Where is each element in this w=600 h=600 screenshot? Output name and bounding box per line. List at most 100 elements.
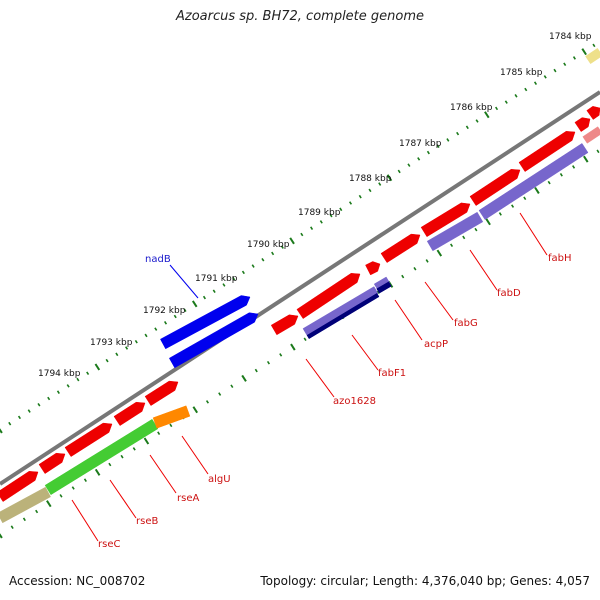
scale-tick: [572, 165, 576, 169]
scale-tick: [436, 144, 440, 149]
gene-fabf1-navy: [306, 292, 380, 340]
accession-text: Accession: NC_008702: [9, 574, 146, 588]
map-title: Azoarcus sp. BH72, complete genome: [175, 9, 425, 24]
scale-tick: [300, 232, 304, 237]
gene-nadb-b: [168, 312, 259, 369]
scale-tick: [157, 431, 161, 435]
scale-tick: [143, 437, 150, 445]
scale-tick: [534, 186, 540, 194]
leader-algu: [181, 435, 209, 475]
scale-tick: [94, 363, 101, 371]
scale-tick: [485, 218, 491, 226]
scale-tick: [134, 339, 138, 344]
scale-tick: [474, 227, 478, 232]
gene-label-fabd: fabD: [497, 288, 521, 299]
scale-tick: [144, 333, 148, 338]
leader-fabh: [519, 212, 548, 256]
scale-tick: [232, 276, 236, 281]
gene-red: [296, 273, 361, 319]
scale-tick: [329, 213, 333, 218]
scale-tick: [319, 220, 323, 224]
scale-tick: [425, 259, 429, 263]
scale-tick: [192, 406, 199, 414]
leader-fabd: [469, 249, 498, 291]
gene-label-algu: algU: [208, 474, 231, 485]
scale-tick: [401, 274, 405, 279]
scale-tick-label: 1790 kbp: [247, 240, 290, 250]
scale-tick: [125, 346, 129, 350]
scale-tick: [533, 81, 538, 85]
gene-acpp-navy: [376, 281, 392, 294]
scale-ticks: 1784 kbp 1785 kbp 1786 kbp 1787 kbp 1788 kbp…: [0, 32, 600, 539]
scale-tick: [280, 245, 284, 249]
gene-label-rseb: rseB: [136, 516, 158, 527]
gene-label-rsea: rseA: [177, 493, 199, 504]
scale-tick: [22, 517, 26, 522]
scale-tick-label: 1785 kbp: [500, 68, 543, 78]
scale-tick: [261, 257, 265, 262]
scale-tick: [163, 321, 168, 325]
scale-tick: [173, 314, 177, 319]
scale-tick: [132, 447, 136, 451]
scale-tick-label: 1789 kbp: [298, 208, 341, 218]
gene-features: [0, 47, 600, 524]
scale-tick: [289, 237, 295, 245]
genome-summary-text: Topology: circular; Length: 4,376,040 bp…: [260, 574, 590, 588]
gene-red: [586, 106, 600, 120]
scale-tick: [495, 106, 499, 111]
scale-tick: [266, 360, 271, 365]
scale-tick: [0, 533, 3, 539]
scale-tick: [511, 204, 515, 208]
gene-red: [469, 169, 521, 206]
scale-tick: [205, 400, 210, 404]
gene-rsec-olive: [0, 486, 51, 524]
gene-pink: [582, 126, 600, 144]
scale-tick: [222, 283, 226, 287]
scale-tick: [191, 300, 198, 308]
gene-label-nadb: nadB: [145, 254, 171, 265]
leader-nadb: [169, 264, 199, 299]
scale-tick: [436, 249, 443, 257]
scale-tick: [475, 119, 479, 123]
scale-tick: [462, 235, 466, 240]
scale-tick: [376, 290, 380, 295]
scale-tick: [290, 343, 296, 351]
scale-tick: [202, 295, 207, 300]
scale-tick-label: 1787 kbp: [399, 139, 442, 149]
leader-azo1628: [305, 358, 335, 398]
scale-tick: [547, 180, 551, 185]
scale-tick: [105, 358, 109, 363]
gene-label-acpp: acpP: [424, 339, 448, 350]
scale-tick: [446, 138, 450, 142]
gene-red: [113, 401, 146, 426]
scale-tick: [230, 384, 234, 388]
gene-red: [38, 452, 66, 474]
scale-tick: [47, 396, 51, 401]
scale-tick: [498, 212, 502, 216]
scale-tick: [212, 289, 216, 294]
scale-tick: [241, 374, 247, 382]
scale-tick-label: 1792 kbp: [143, 306, 186, 316]
scale-tick: [66, 384, 70, 388]
scale-tick: [378, 182, 382, 186]
gene-label-azo1628: azo1628: [333, 396, 376, 407]
scale-tick: [456, 131, 460, 136]
scale-tick-label: 1793 kbp: [90, 338, 133, 348]
scale-tick: [115, 352, 119, 357]
scale-tick: [76, 377, 80, 382]
scale-tick: [523, 196, 527, 201]
scale-tick: [426, 150, 430, 155]
leader-acpp: [394, 299, 423, 341]
gene-labels: nadB fabH fabD fabG acpP fabF1 azo1628 algU rseA…: [98, 253, 572, 550]
gene-label-fabg: fabG: [454, 318, 478, 329]
scale-tick: [8, 421, 12, 426]
scale-tick: [271, 251, 275, 256]
scale-tick: [218, 392, 222, 396]
gene-label-fabf1: fabF1: [378, 368, 406, 379]
scale-tick: [303, 337, 307, 342]
scale-tick: [559, 173, 563, 177]
scale-tick: [169, 423, 173, 428]
scale-tick: [183, 308, 187, 312]
